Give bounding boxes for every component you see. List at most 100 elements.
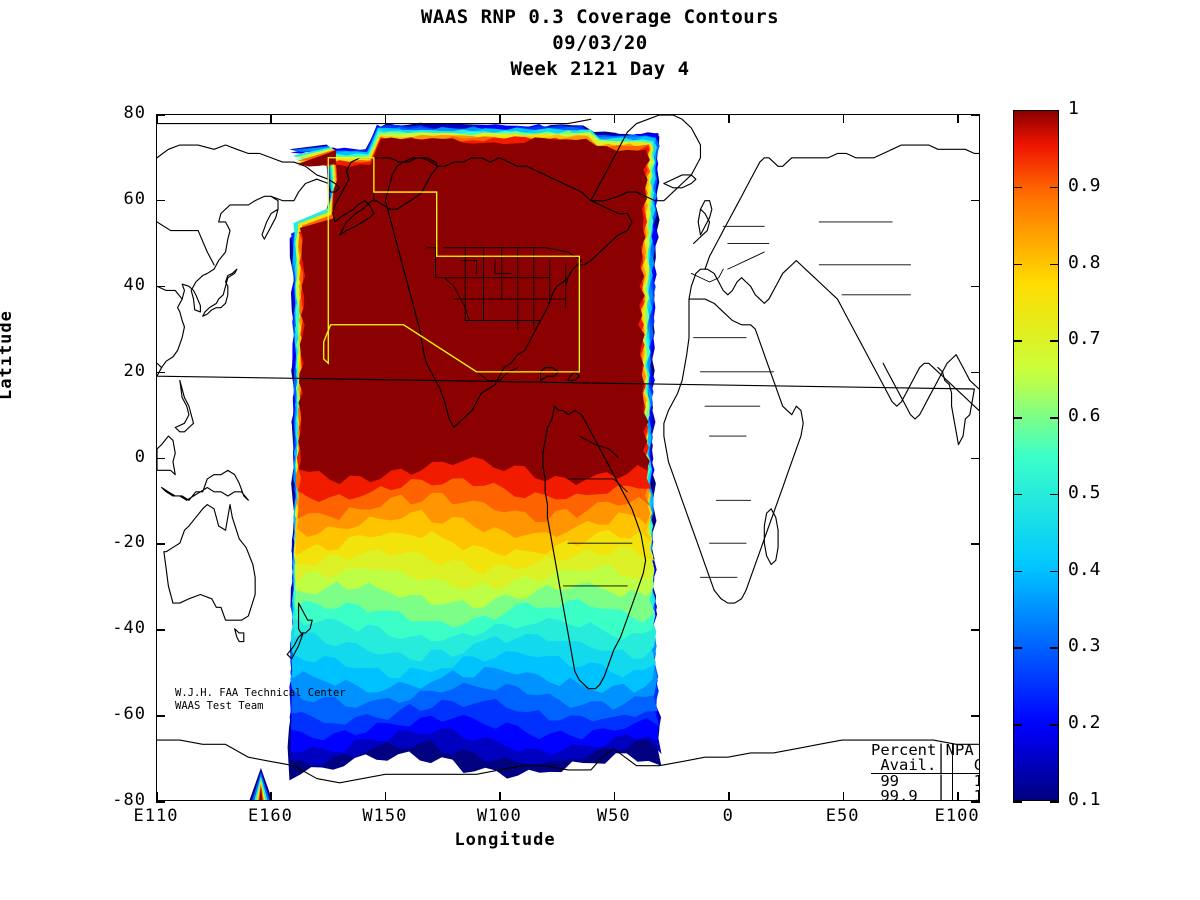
colorbar-tick-0-4: 0.4	[1068, 558, 1101, 580]
coastline-path	[157, 221, 215, 266]
coastline-path	[163, 503, 256, 621]
x-tick-mark	[957, 792, 959, 801]
x-tick-mark	[499, 114, 501, 123]
x-tick-E160: E160	[247, 806, 293, 826]
political-border-path	[435, 277, 471, 321]
x-tick-mark	[499, 792, 501, 801]
y-tick-mark	[156, 457, 165, 460]
legend-column-divider	[952, 743, 954, 800]
colorbar-tick-mark	[1013, 340, 1022, 342]
coastline-path	[882, 354, 979, 420]
y-tick-mark	[971, 457, 980, 460]
colorbar-tick-0-6: 0.6	[1068, 405, 1101, 427]
y-tick-mark	[156, 199, 165, 202]
npa-service-area-outline	[323, 157, 581, 373]
political-border-path	[727, 251, 765, 270]
colorbar-tick-mark	[1013, 647, 1022, 650]
y-tick-80: 80	[123, 103, 146, 123]
legend-subheader-row: Avail.| Coverage	[871, 757, 979, 774]
x-tick-mark	[842, 114, 845, 123]
coastline-path	[704, 144, 979, 270]
x-tick-mark	[842, 792, 845, 801]
coastline-path	[542, 405, 647, 690]
x-tick-mark	[613, 114, 616, 123]
y-tick--40: -40	[112, 618, 146, 639]
y-tick-mark	[971, 543, 980, 545]
coastline-path	[567, 371, 580, 381]
legend-data-row: 99 | 100.00%	[880, 772, 979, 790]
colorbar-tick-mark	[1013, 570, 1022, 573]
coastline-path	[590, 115, 702, 202]
y-tick-mark	[156, 371, 165, 374]
political-border-path	[460, 260, 478, 274]
x-tick-mark	[270, 114, 273, 123]
coastline-path	[161, 469, 249, 501]
x-tick-mark	[384, 114, 387, 123]
coastline-path	[663, 174, 697, 189]
service-area-polygon	[323, 157, 581, 373]
y-tick-mark	[156, 543, 165, 545]
contour-band-1	[298, 137, 650, 486]
x-tick-0: 0	[722, 806, 734, 826]
y-tick--20: -20	[112, 532, 146, 553]
coastline-path	[157, 366, 975, 446]
watermark-line-1: W.J.H. FAA Technical Center	[175, 687, 346, 699]
coastline-path	[157, 118, 592, 125]
x-tick-mark	[156, 114, 158, 123]
coastline-path	[539, 366, 560, 381]
political-border-path	[567, 478, 628, 493]
colorbar-tick-0-8: 0.8	[1068, 251, 1101, 273]
colorbar-tick-mark	[1050, 186, 1059, 189]
x-tick-W150: W150	[362, 806, 408, 826]
watermark-line-2: WAAS Test Team	[175, 700, 264, 712]
political-border-path	[565, 260, 583, 287]
coastline-path	[270, 178, 318, 202]
y-tick-20: 20	[123, 360, 146, 381]
colorbar-tick-0-9: 0.9	[1068, 174, 1101, 196]
coastline-path	[157, 195, 279, 369]
x-tick-mark	[156, 792, 158, 801]
npa-coverage-legend-table: Percent|NPA Service Area Avail.| Coverag…	[871, 742, 979, 800]
x-tick-mark	[728, 792, 730, 801]
coastline-path	[688, 260, 979, 412]
colorbar-tick-mark	[1013, 493, 1022, 496]
coastline-path	[663, 298, 804, 604]
title-line-3: Week 2121 Day 4	[510, 58, 690, 80]
colorbar-tick-0-2: 0.2	[1068, 712, 1101, 734]
coastline-path	[157, 144, 341, 193]
y-tick-mark	[156, 801, 165, 803]
coastline-path	[297, 602, 313, 634]
coastline-path	[286, 632, 304, 660]
x-tick-E100: E100	[934, 806, 980, 826]
y-tick-mark	[971, 114, 980, 116]
x-tick-E110: E110	[133, 806, 179, 826]
y-tick-mark	[971, 285, 980, 288]
political-border-path	[441, 247, 583, 262]
x-tick-mark	[728, 114, 730, 123]
coastline-path	[697, 200, 713, 236]
colorbar-tick-mark	[1050, 570, 1059, 573]
chart-title-block: WAAS RNP 0.3 Coverage Contours 09/03/20 …	[0, 4, 1200, 82]
isolated-coverage-spike	[249, 767, 273, 800]
y-tick-mark	[971, 199, 980, 202]
coastline-path	[157, 435, 176, 476]
coastline-path	[157, 739, 979, 784]
y-tick-mark	[971, 371, 980, 374]
colorbar-tick-mark	[1050, 263, 1059, 266]
coastline-layer	[157, 115, 979, 784]
colorbar	[1013, 110, 1059, 801]
y-tick-40: 40	[123, 274, 146, 295]
y-tick-mark	[971, 715, 980, 717]
y-tick-mark	[971, 801, 980, 803]
political-border-path	[476, 367, 519, 381]
x-tick-mark	[270, 792, 273, 801]
y-tick-mark	[156, 114, 165, 116]
colorbar-tick-mark	[1050, 493, 1059, 496]
coastline-path	[234, 628, 245, 643]
colorbar-tick-mark	[1050, 724, 1059, 726]
title-line-1: WAAS RNP 0.3 Coverage Contours	[420, 6, 780, 28]
y-tick-mark	[156, 715, 165, 717]
colorbar-tick-0-7: 0.7	[1068, 328, 1101, 350]
colorbar-gradient	[1014, 111, 1058, 800]
colorbar-tick-0-5: 0.5	[1068, 481, 1101, 503]
